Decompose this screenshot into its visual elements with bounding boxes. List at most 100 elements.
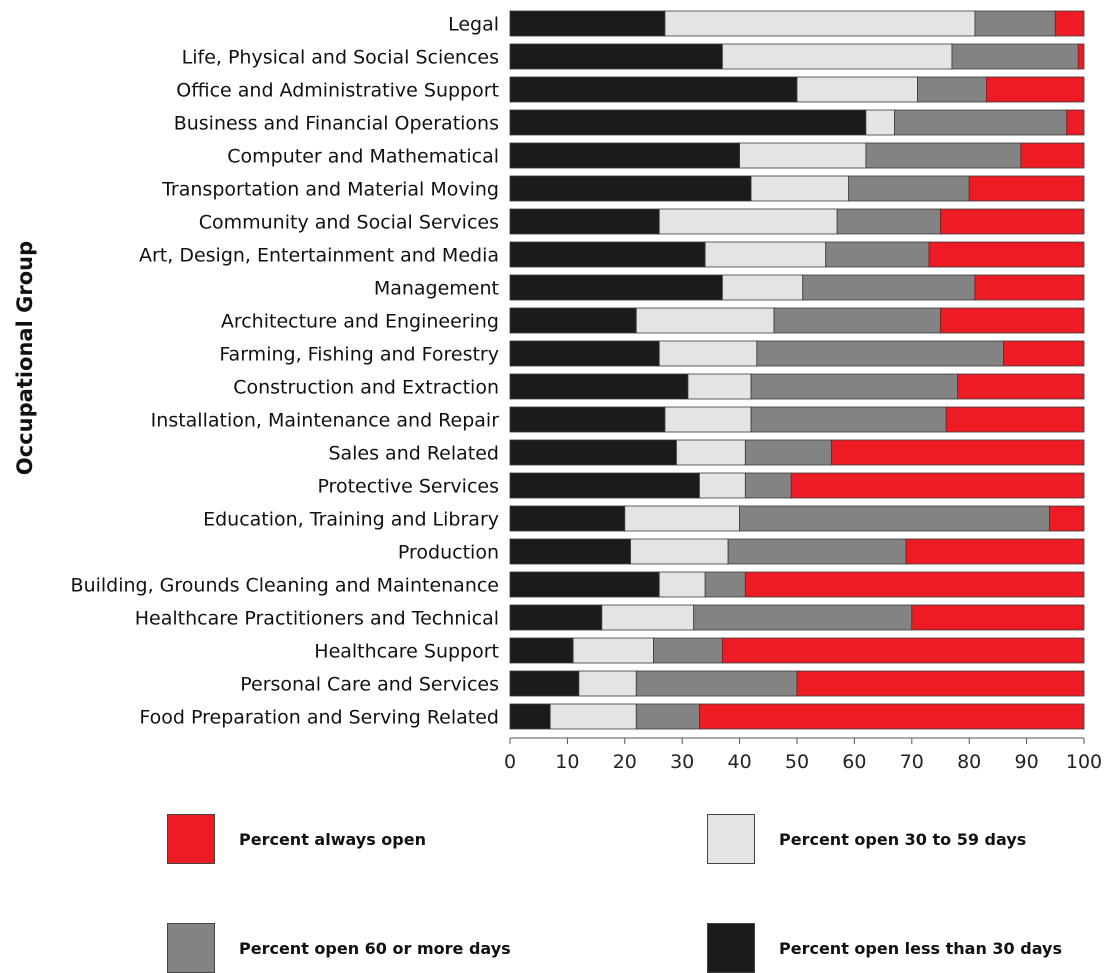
bar-segment-art-design-entertainment-and-media-percent-open-30-to-59-days	[704, 241, 827, 268]
bar-segment-personal-care-and-services-percent-open-30-to-59-days	[578, 670, 637, 697]
bar-segment-installation-maintenance-and-repair-percent-open-60-or-more-days	[750, 406, 947, 433]
bar-segment-computer-and-mathematical-percent-always-open	[1020, 142, 1085, 169]
bar-segment-community-and-social-services-percent-open-60-or-more-days	[836, 208, 941, 235]
bar-segment-art-design-entertainment-and-media-percent-open-less-than-30-days	[509, 241, 706, 268]
bar-segment-construction-and-extraction-percent-open-60-or-more-days	[750, 373, 959, 400]
x-tick-label-70: 70	[900, 751, 924, 773]
category-label-construction-and-extraction: Construction and Extraction	[233, 377, 499, 399]
bar-segment-management-percent-open-60-or-more-days	[802, 274, 976, 301]
bar-segment-healthcare-practitioners-and-technical-percent-always-open	[911, 604, 1085, 631]
bar-segment-education-training-and-library-percent-open-less-than-30-days	[509, 505, 626, 532]
bar-segment-building-grounds-cleaning-and-maintenance-percent-open-less-than-30-days	[509, 571, 660, 598]
bar-segment-education-training-and-library-percent-open-30-to-59-days	[624, 505, 740, 532]
category-labels: Legal Life, Physical and Social Sciences O…	[71, 14, 500, 729]
x-tick-label-90: 90	[1015, 751, 1039, 773]
bar-segment-building-grounds-cleaning-and-maintenance-percent-always-open	[744, 571, 1085, 598]
bar-segment-transportation-and-material-moving-percent-open-60-or-more-days	[848, 175, 970, 202]
x-tick-label-40: 40	[728, 751, 752, 773]
category-label-transportation-and-material-moving: Transportation and Material Moving	[161, 179, 499, 201]
category-label-education-training-and-library: Education, Training and Library	[203, 509, 499, 531]
bar-segment-farming-fishing-and-forestry-percent-open-30-to-59-days	[658, 340, 758, 367]
bar-segment-healthcare-practitioners-and-technical-percent-open-60-or-more-days	[693, 604, 913, 631]
category-label-office-and-administrative-support: Office and Administrative Support	[176, 80, 499, 102]
bar-segment-office-and-administrative-support-percent-open-less-than-30-days	[509, 76, 798, 103]
category-label-life-physical-and-social-sciences: Life, Physical and Social Sciences	[182, 47, 499, 69]
x-tick-label-100: 100	[1066, 751, 1102, 773]
bar-segment-healthcare-support-percent-open-60-or-more-days	[653, 637, 723, 664]
bar-segment-sales-and-related-percent-always-open	[831, 439, 1085, 466]
bar-segment-healthcare-practitioners-and-technical-percent-open-less-than-30-days	[509, 604, 603, 631]
bar-segment-legal-percent-open-less-than-30-days	[509, 10, 666, 37]
bar-segment-transportation-and-material-moving-percent-open-less-than-30-days	[509, 175, 752, 202]
category-label-sales-and-related: Sales and Related	[328, 443, 499, 465]
bar-segment-computer-and-mathematical-percent-open-30-to-59-days	[739, 142, 867, 169]
bar-segment-architecture-and-engineering-percent-open-30-to-59-days	[635, 307, 775, 334]
bar-segment-personal-care-and-services-percent-open-less-than-30-days	[509, 670, 580, 697]
bar-segment-farming-fishing-and-forestry-percent-open-less-than-30-days	[509, 340, 660, 367]
category-label-architecture-and-engineering: Architecture and Engineering	[221, 311, 499, 333]
category-label-art-design-entertainment-and-media: Art, Design, Entertainment and Media	[139, 245, 499, 267]
bar-segment-business-and-financial-operations-percent-open-30-to-59-days	[865, 109, 895, 136]
category-label-installation-maintenance-and-repair: Installation, Maintenance and Repair	[151, 410, 500, 432]
bar-segment-computer-and-mathematical-percent-open-less-than-30-days	[509, 142, 741, 169]
category-label-legal: Legal	[448, 14, 499, 36]
bar-segment-food-preparation-and-serving-related-percent-open-30-to-59-days	[549, 703, 637, 730]
bar-segment-protective-services-percent-open-60-or-more-days	[744, 472, 792, 499]
bars-layer	[509, 10, 1085, 730]
bar-segment-education-training-and-library-percent-always-open	[1049, 505, 1085, 532]
bar-segment-architecture-and-engineering-percent-always-open	[940, 307, 1085, 334]
bar-segment-building-grounds-cleaning-and-maintenance-percent-open-30-to-59-days	[658, 571, 706, 598]
x-tick-label-60: 60	[842, 751, 866, 773]
category-label-protective-services: Protective Services	[317, 476, 499, 498]
bar-segment-office-and-administrative-support-percent-always-open	[986, 76, 1085, 103]
bar-segment-life-physical-and-social-sciences-percent-always-open	[1077, 43, 1085, 70]
bar-segment-healthcare-support-percent-open-less-than-30-days	[509, 637, 574, 664]
category-label-building-grounds-cleaning-and-maintenance: Building, Grounds Cleaning and Maintenan…	[71, 575, 499, 597]
bar-segment-protective-services-percent-open-less-than-30-days	[509, 472, 700, 499]
bar-segment-healthcare-support-percent-open-30-to-59-days	[572, 637, 654, 664]
x-tick-label-30: 30	[670, 751, 694, 773]
bar-segment-architecture-and-engineering-percent-open-60-or-more-days	[773, 307, 941, 334]
bar-segment-business-and-financial-operations-percent-open-60-or-more-days	[894, 109, 1068, 136]
bar-segment-food-preparation-and-serving-related-percent-open-60-or-more-days	[635, 703, 700, 730]
x-tick-label-10: 10	[555, 751, 579, 773]
bar-segment-installation-maintenance-and-repair-percent-always-open	[945, 406, 1085, 433]
bar-segment-protective-services-percent-always-open	[790, 472, 1085, 499]
bar-segment-personal-care-and-services-percent-open-60-or-more-days	[635, 670, 798, 697]
x-tick-label-0: 0	[504, 751, 516, 773]
bar-segment-farming-fishing-and-forestry-percent-open-60-or-more-days	[756, 340, 1005, 367]
bar-segment-management-percent-open-30-to-59-days	[721, 274, 804, 301]
category-label-community-and-social-services: Community and Social Services	[199, 212, 499, 234]
bar-segment-installation-maintenance-and-repair-percent-open-less-than-30-days	[509, 406, 666, 433]
bar-segment-food-preparation-and-serving-related-percent-open-less-than-30-days	[509, 703, 551, 730]
bar-segment-education-training-and-library-percent-open-60-or-more-days	[739, 505, 1050, 532]
bar-segment-building-grounds-cleaning-and-maintenance-percent-open-60-or-more-days	[704, 571, 746, 598]
bar-segment-protective-services-percent-open-30-to-59-days	[699, 472, 746, 499]
bar-segment-transportation-and-material-moving-percent-always-open	[968, 175, 1085, 202]
bar-segment-construction-and-extraction-percent-always-open	[957, 373, 1085, 400]
bar-segment-installation-maintenance-and-repair-percent-open-30-to-59-days	[664, 406, 752, 433]
bar-segment-farming-fishing-and-forestry-percent-always-open	[1003, 340, 1085, 367]
bar-segment-life-physical-and-social-sciences-percent-open-60-or-more-days	[951, 43, 1079, 70]
x-axis: 0 10 20 30 40 50 60 70 80 90 100	[504, 737, 1102, 773]
bar-segment-management-percent-always-open	[974, 274, 1085, 301]
category-label-farming-fishing-and-forestry: Farming, Fishing and Forestry	[219, 344, 499, 366]
category-label-computer-and-mathematical: Computer and Mathematical	[227, 146, 499, 168]
category-label-personal-care-and-services: Personal Care and Services	[240, 674, 499, 696]
bar-segment-management-percent-open-less-than-30-days	[509, 274, 723, 301]
bar-segment-life-physical-and-social-sciences-percent-open-30-to-59-days	[721, 43, 953, 70]
category-label-management: Management	[374, 278, 499, 300]
bar-segment-construction-and-extraction-percent-open-less-than-30-days	[509, 373, 689, 400]
bar-segment-business-and-financial-operations-percent-open-less-than-30-days	[509, 109, 867, 136]
bar-segment-legal-percent-open-30-to-59-days	[664, 10, 976, 37]
bar-segment-healthcare-practitioners-and-technical-percent-open-30-to-59-days	[601, 604, 695, 631]
bar-segment-production-percent-open-60-or-more-days	[727, 538, 907, 565]
bar-segment-life-physical-and-social-sciences-percent-open-less-than-30-days	[509, 43, 723, 70]
bar-segment-architecture-and-engineering-percent-open-less-than-30-days	[509, 307, 637, 334]
bar-segment-art-design-entertainment-and-media-percent-open-60-or-more-days	[825, 241, 930, 268]
bar-segment-community-and-social-services-percent-open-30-to-59-days	[658, 208, 838, 235]
category-label-healthcare-practitioners-and-technical: Healthcare Practitioners and Technical	[135, 608, 499, 630]
bar-segment-healthcare-support-percent-always-open	[721, 637, 1085, 664]
bar-segment-production-percent-open-less-than-30-days	[509, 538, 631, 565]
